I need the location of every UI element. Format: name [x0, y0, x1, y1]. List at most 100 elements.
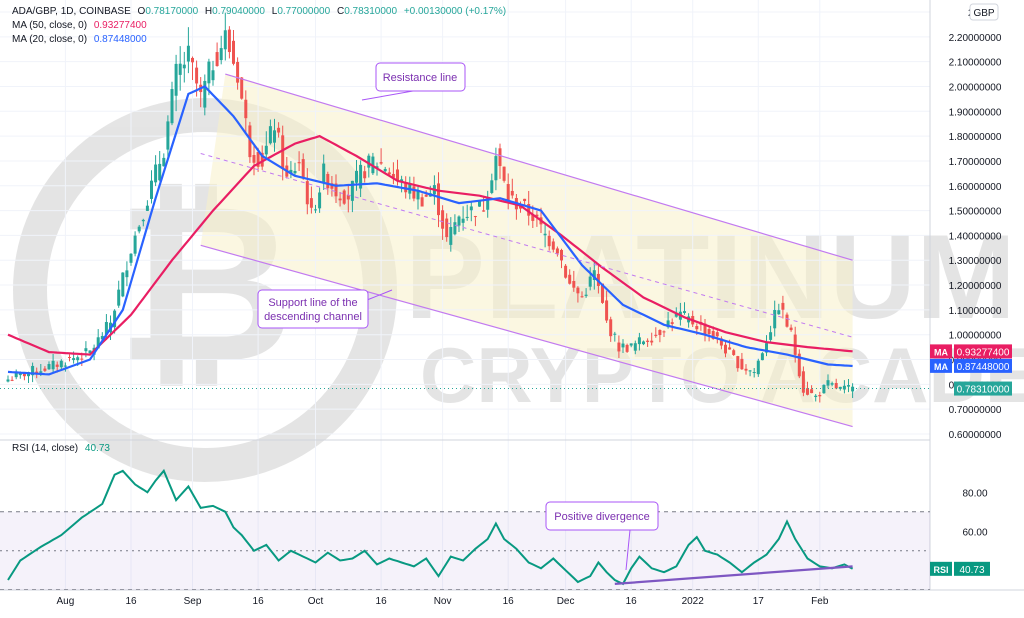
ohlc-key: C [334, 6, 345, 17]
candle-body [457, 216, 461, 226]
candle-body [724, 344, 727, 354]
support-line[interactable] [200, 244, 853, 428]
candle-body [424, 194, 428, 197]
candle-body [412, 186, 416, 199]
currency-badge-box [969, 3, 999, 21]
candle-body [482, 210, 486, 212]
candle-body [10, 379, 14, 381]
candle-body [781, 302, 785, 310]
candle-body [236, 61, 240, 83]
candle-body [826, 380, 830, 386]
rsi-legend[interactable]: RSI (14, close) 40.73 [12, 443, 110, 454]
candle-body [830, 383, 834, 385]
candle-body [330, 183, 334, 189]
candle-body [338, 198, 342, 201]
rsi-scale[interactable]: 80.00 60.00 [962, 488, 987, 538]
price-badge-tag: MA [934, 362, 948, 372]
candle-body [191, 57, 194, 63]
candle-body [248, 125, 252, 158]
candle-body [441, 210, 445, 229]
candle-body [847, 385, 850, 387]
candle-body [629, 343, 633, 346]
candle-body [227, 29, 231, 53]
candle-body [695, 326, 699, 330]
price-badge-box [954, 344, 1012, 359]
ma50-legend[interactable]: MA (50, close, 0) 0.93277400 [12, 20, 147, 31]
candle-body [810, 389, 814, 394]
candle-body [523, 198, 527, 202]
rsi-badge-box [954, 561, 990, 576]
time-scale[interactable]: Aug 16 Sep 16 Oct 16 Nov 16 Dec 16 2022 17 Feb [57, 596, 829, 607]
candle-body [162, 157, 166, 167]
candle-body [797, 353, 801, 377]
candle-body [572, 281, 576, 288]
time-tick-label: Aug [57, 596, 75, 607]
resistance-annotation[interactable]: Resistance line [361, 62, 466, 101]
candle-body [510, 190, 514, 196]
candle-body [211, 70, 215, 81]
candle-body [80, 358, 84, 360]
candle-body [219, 48, 223, 61]
symbol-legend[interactable]: ADA/GBP, 1D, COINBASE O0.78170000 H0.790… [12, 6, 506, 17]
rsi-tick-label: 60.00 [962, 527, 987, 538]
ohlc-value: 0.77000000 [277, 6, 331, 17]
candle-body [473, 216, 477, 218]
price-badge: MA 0.93277400 [930, 344, 1012, 359]
candle-body [437, 183, 440, 216]
time-tick-label: Dec [557, 596, 575, 607]
candle-body [117, 289, 121, 306]
channel-midline[interactable] [200, 153, 853, 338]
candle-body [43, 368, 47, 371]
candle-body [416, 191, 420, 200]
support-annotation[interactable]: Support line of the descending channel [257, 289, 393, 329]
candle-body [297, 162, 301, 164]
candle-body [100, 335, 104, 340]
price-tick-label: 0.60000000 [949, 430, 1002, 441]
candle-body [535, 214, 539, 217]
candle-body [154, 164, 158, 183]
candle-body [268, 126, 272, 144]
candle-body [223, 30, 227, 50]
channel-highlight [200, 74, 853, 427]
candle-body [449, 227, 453, 245]
resistance-callout-box [375, 62, 466, 92]
candle-body [465, 216, 469, 218]
ohlc-value: 0.79040000 [212, 6, 265, 17]
divergence-annotation[interactable]: Positive divergence [545, 501, 659, 571]
divergence-line[interactable] [614, 565, 853, 585]
time-tick-label: Nov [434, 596, 452, 607]
candle-body [207, 61, 211, 84]
candle-body [244, 99, 248, 119]
currency-badge[interactable]: GBP [969, 3, 999, 21]
candle-body [281, 135, 285, 169]
candle-body [305, 181, 309, 205]
candle-body [59, 360, 63, 368]
candle-body [551, 241, 555, 250]
time-tick-label: 2022 [682, 596, 705, 607]
support-callout-pointer [366, 289, 393, 301]
candle-body [342, 190, 346, 204]
candle-body [125, 270, 129, 278]
candle-body [170, 89, 174, 124]
price-badge: 0.78310000 [954, 381, 1012, 396]
candle-body [355, 170, 358, 183]
divergence-callout-box [545, 501, 659, 531]
candle-body [47, 364, 51, 370]
price-badge-box [954, 358, 1012, 373]
candle-body [334, 183, 338, 197]
candle-body [240, 77, 244, 99]
price-tick-label: 2.20000000 [949, 33, 1002, 44]
candle-body [445, 218, 449, 238]
candle-body [617, 342, 621, 352]
resistance-line[interactable] [225, 73, 853, 261]
candle-body [543, 233, 547, 236]
candle-body [642, 341, 645, 345]
price-badges: MA 0.93277400 MA 0.87448000 0.78310000 RSI 40.… [930, 344, 1012, 576]
candle-body [806, 388, 809, 395]
candle-body [834, 383, 838, 389]
ma20-legend[interactable]: MA (20, close, 0) 0.87448000 [12, 34, 147, 45]
ohlc-value: 0.78310000 [344, 6, 398, 17]
candle-body [182, 64, 186, 69]
price-tick-label: 2.10000000 [949, 58, 1002, 69]
